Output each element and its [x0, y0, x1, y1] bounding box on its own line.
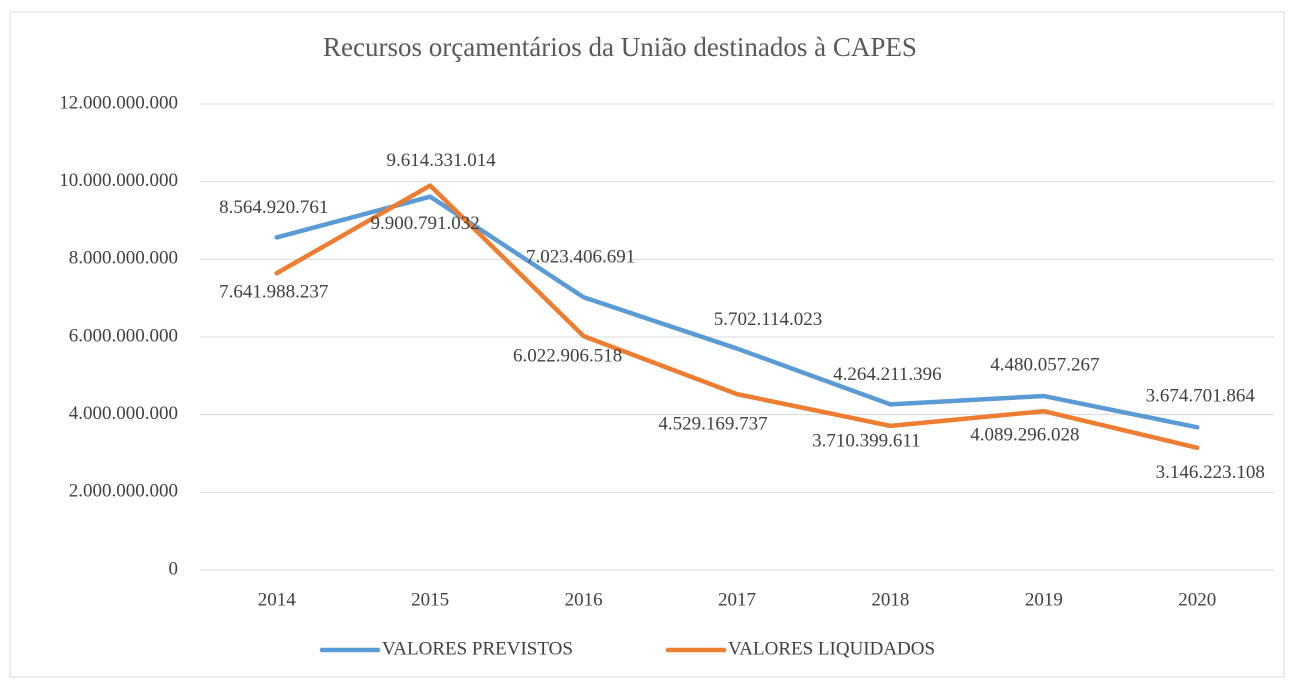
legend-label: VALORES PREVISTOS	[382, 638, 573, 659]
chart-frame	[9, 11, 1285, 678]
data-label: 4.264.211.396	[833, 364, 942, 385]
legend-label: VALORES LIQUIDADOS	[728, 638, 935, 659]
data-label: 4.529.169.737	[658, 413, 767, 434]
y-tick-label: 0	[169, 558, 179, 579]
line-series	[274, 183, 1200, 451]
data-label: 5.702.114.023	[714, 309, 823, 330]
y-tick-label: 10.000.000.000	[59, 170, 178, 191]
data-label: 9.900.791.032	[371, 213, 480, 234]
data-label: 8.564.920.761	[219, 197, 328, 218]
data-label: 3.710.399.611	[812, 430, 921, 451]
line-series	[274, 194, 1200, 430]
x-tick-label: 2014	[258, 589, 297, 610]
data-label: 7.641.988.237	[219, 282, 328, 303]
data-label: 6.022.906.518	[513, 345, 622, 366]
y-tick-label: 6.000.000.000	[69, 325, 178, 346]
y-tick-label: 12.000.000.000	[59, 92, 178, 113]
x-tick-label: 2015	[411, 589, 449, 610]
data-label: 3.674.701.864	[1146, 386, 1256, 407]
y-tick-label: 8.000.000.000	[69, 248, 178, 269]
y-tick-label: 2.000.000.000	[69, 481, 178, 502]
x-tick-label: 2016	[565, 589, 603, 610]
data-label: 4.089.296.028	[970, 425, 1079, 446]
x-tick-label: 2018	[871, 589, 909, 610]
y-tick-label: 4.000.000.000	[69, 403, 178, 424]
data-label: 9.614.331.014	[387, 150, 497, 171]
chart-title: Recursos orçamentários da União destinad…	[323, 32, 917, 62]
data-label: 7.023.406.691	[526, 247, 635, 268]
x-tick-label: 2017	[718, 589, 756, 610]
x-tick-label: 2019	[1025, 589, 1063, 610]
data-label: 3.146.223.108	[1156, 462, 1265, 483]
x-tick-label: 2020	[1178, 589, 1216, 610]
data-label: 4.480.057.267	[990, 354, 1099, 375]
